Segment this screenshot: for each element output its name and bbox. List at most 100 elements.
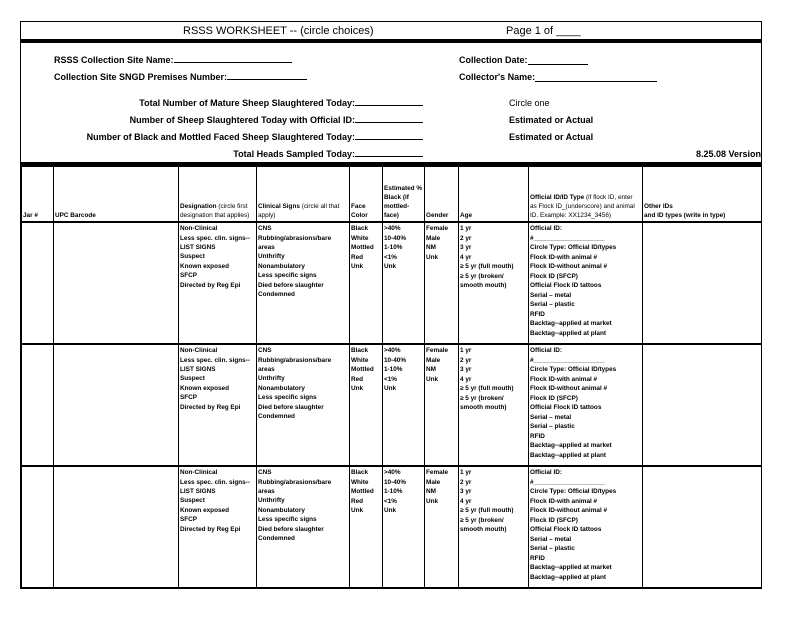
est-option[interactable]: 10-40% (384, 234, 407, 242)
age-option[interactable]: ≥ 5 yr (full mouth) (460, 385, 514, 392)
clinical-option[interactable]: Died before slaughter (258, 281, 324, 289)
official-option[interactable]: Backtag--applied at market (530, 442, 612, 449)
est-option[interactable]: Unk (384, 507, 397, 514)
official-option[interactable]: Official ID: (530, 347, 562, 354)
official-option[interactable]: #____________________ (530, 234, 605, 242)
official-option[interactable]: Circle Type: Official ID/types (530, 488, 617, 495)
clinical-option[interactable]: Died before slaughter (258, 403, 324, 411)
official-option[interactable]: Official Flock ID tattoos (530, 404, 602, 411)
designation-option[interactable]: Known exposed (180, 506, 230, 514)
official-option[interactable]: Serial – plastic (530, 545, 575, 552)
official-option[interactable]: Official Flock ID tattoos (530, 282, 602, 289)
official-option[interactable]: Flock ID-with animal # (530, 497, 598, 505)
clinical-option[interactable]: Nonambulatory (258, 384, 305, 392)
upc-cell[interactable] (53, 343, 179, 467)
face-option[interactable]: Black (351, 469, 369, 476)
age-option[interactable]: ≥ 5 yr (broken/ smooth mouth) (460, 272, 507, 289)
designation-option[interactable]: SFCP (180, 516, 198, 523)
age-cell[interactable]: 1 yr 2 yr 3 yr 4 yr ≥ 5 yr (full mouth) ≥ 5 y… (458, 465, 529, 589)
gender-cell[interactable]: Female Male NM Unk (424, 343, 459, 467)
clinical-cell[interactable]: CNS Rubbing/abrasions/bare areas Unthrifty… (256, 343, 350, 467)
designation-option[interactable]: Suspect (180, 497, 205, 504)
official-option[interactable]: Flock ID (SFCP) (530, 272, 578, 280)
age-option[interactable]: 2 yr (460, 478, 472, 486)
designation-option[interactable]: Directed by Reg Epi (180, 525, 241, 533)
official-option[interactable]: Flock ID (SFCP) (530, 394, 578, 402)
designation-option[interactable]: Known exposed (180, 262, 230, 270)
est-option[interactable]: <1% (384, 497, 397, 505)
clinical-option[interactable]: Nonambulatory (258, 506, 305, 514)
official-option[interactable]: Flock ID-without animal # (530, 385, 608, 392)
gender-option[interactable]: NM (426, 244, 436, 251)
clinical-option[interactable]: CNS (258, 469, 272, 476)
clinical-option[interactable]: Nonambulatory (258, 262, 305, 270)
official-option[interactable]: Flock ID-with animal # (530, 253, 598, 261)
gender-option[interactable]: Unk (426, 375, 439, 383)
other-id-cell[interactable] (642, 343, 762, 467)
designation-cell[interactable]: Non-Clinical Less spec. clin. signs--LIST… (178, 465, 257, 589)
face-option[interactable]: White (351, 356, 369, 364)
age-option[interactable]: ≥ 5 yr (broken/ smooth mouth) (460, 516, 507, 533)
est-option[interactable]: >40% (384, 225, 401, 232)
designation-option[interactable]: Less spec. clin. signs--LIST SIGNS (180, 356, 250, 373)
designation-option[interactable]: Less spec. clin. signs--LIST SIGNS (180, 234, 250, 251)
gender-cell[interactable]: Female Male NM Unk (424, 465, 459, 589)
gender-option[interactable]: NM (426, 488, 436, 495)
designation-cell[interactable]: Non-Clinical Less spec. clin. signs--LIST… (178, 221, 257, 345)
face-option[interactable]: Unk (351, 507, 364, 514)
designation-option[interactable]: SFCP (180, 394, 198, 401)
black-field[interactable] (355, 130, 423, 140)
jar-cell[interactable] (21, 465, 54, 589)
age-cell[interactable]: 1 yr 2 yr 3 yr 4 yr ≥ 5 yr (full mouth) ≥ 5 y… (458, 343, 529, 467)
official-option[interactable]: Flock ID-without animal # (530, 507, 608, 514)
age-option[interactable]: 3 yr (460, 244, 472, 251)
face-cell[interactable]: Black White Mottled Red Unk (349, 221, 383, 345)
official-option[interactable]: Backtag--applied at market (530, 320, 612, 327)
est-option[interactable]: <1% (384, 253, 397, 261)
gender-option[interactable]: Female (426, 225, 449, 232)
clinical-option[interactable]: Condemned (258, 413, 295, 420)
date-field[interactable] (527, 55, 588, 65)
clinical-option[interactable]: Condemned (258, 535, 295, 542)
other-id-cell[interactable] (642, 221, 762, 345)
gender-cell[interactable]: Female Male NM Unk (424, 221, 459, 345)
official-option[interactable]: #____________________ (530, 478, 605, 486)
face-option[interactable]: Black (351, 225, 369, 232)
age-option[interactable]: 2 yr (460, 234, 472, 242)
gender-option[interactable]: Unk (426, 253, 439, 261)
gender-option[interactable]: Male (426, 234, 441, 242)
est-option[interactable]: <1% (384, 375, 397, 383)
collector-field[interactable] (535, 72, 658, 82)
gender-option[interactable]: Male (426, 478, 441, 486)
age-cell[interactable]: 1 yr 2 yr 3 yr 4 yr ≥ 5 yr (full mouth) ≥ 5 y… (458, 221, 529, 345)
age-option[interactable]: 3 yr (460, 366, 472, 373)
face-option[interactable]: Black (351, 347, 369, 354)
designation-option[interactable]: Less spec. clin. signs--LIST SIGNS (180, 478, 250, 495)
face-option[interactable]: Red (351, 253, 364, 261)
age-option[interactable]: 1 yr (460, 469, 472, 476)
clinical-cell[interactable]: CNS Rubbing/abrasions/bare areas Unthrifty… (256, 221, 350, 345)
official-option[interactable]: Official ID: (530, 469, 562, 476)
face-option[interactable]: Mottled (351, 366, 374, 373)
gender-option[interactable]: Female (426, 469, 449, 476)
upc-cell[interactable] (53, 465, 179, 589)
age-option[interactable]: ≥ 5 yr (broken/ smooth mouth) (460, 394, 507, 411)
clinical-option[interactable]: Died before slaughter (258, 525, 324, 533)
age-option[interactable]: 2 yr (460, 356, 472, 364)
designation-option[interactable]: Suspect (180, 375, 205, 382)
age-option[interactable]: 4 yr (460, 375, 472, 383)
age-option[interactable]: 4 yr (460, 253, 472, 261)
age-option[interactable]: 1 yr (460, 225, 472, 232)
clinical-option[interactable]: Less specific signs (258, 394, 317, 401)
est-option[interactable]: 10-40% (384, 356, 407, 364)
clinical-option[interactable]: Unthrifty (258, 497, 285, 504)
designation-cell[interactable]: Non-Clinical Less spec. clin. signs--LIST… (178, 343, 257, 467)
face-option[interactable]: Mottled (351, 244, 374, 251)
official-option[interactable]: #____________________ (530, 356, 605, 364)
official-option[interactable]: RFID (530, 310, 545, 318)
est-option[interactable]: 1-10% (384, 488, 403, 495)
official-option[interactable]: Backtag--applied at plant (530, 329, 606, 337)
age-option[interactable]: ≥ 5 yr (full mouth) (460, 507, 514, 514)
other-id-cell[interactable] (642, 465, 762, 589)
official-option[interactable]: Serial – plastic (530, 423, 575, 430)
